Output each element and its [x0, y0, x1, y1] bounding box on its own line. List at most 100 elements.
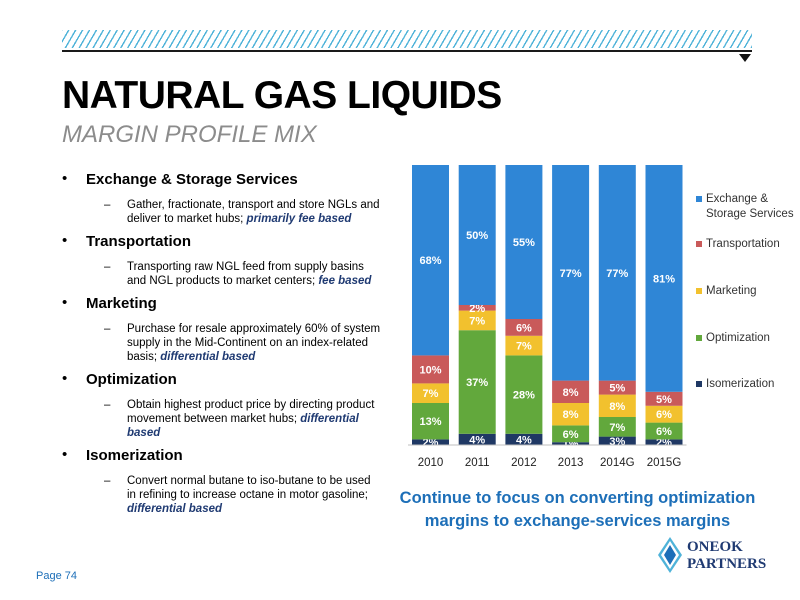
legend-swatch [696, 381, 702, 387]
bullet-description: Convert normal butane to iso-butane to b… [127, 475, 371, 501]
bullet-heading: Marketing [86, 295, 157, 312]
data-label: 7% [423, 388, 439, 400]
legend-label: Exchange & [706, 193, 768, 205]
bullet-heading: Transportation [86, 233, 192, 250]
bar-segment [598, 380, 636, 395]
legend-label: Storage Services [706, 208, 794, 220]
data-label: 6% [656, 409, 672, 421]
bullet-basis: fee based [318, 275, 372, 287]
bar-segment [598, 394, 636, 417]
bar-segment [645, 439, 683, 445]
bar-segment [552, 425, 590, 443]
bullet-description: Gather, fractionate, transport and store… [127, 199, 380, 225]
data-label: 55% [513, 237, 535, 249]
data-label: 8% [609, 401, 625, 413]
x-tick-label: 2011 [465, 457, 490, 469]
legend-label: Marketing [706, 285, 757, 297]
bullet-subitem: – Convert normal butane to iso-butane to… [86, 474, 382, 516]
data-label: 50% [466, 230, 488, 242]
x-tick-label: 2012 [511, 457, 537, 469]
legend-swatch [696, 335, 702, 341]
data-label: 2% [423, 437, 439, 449]
data-label: 8% [563, 409, 579, 421]
bar-segment [458, 305, 496, 311]
triangle-down-icon [739, 54, 751, 62]
bar-segment [598, 436, 636, 445]
data-label: 77% [606, 268, 628, 280]
bullet-subitem: – Transporting raw NGL feed from supply … [86, 260, 382, 288]
header-hatch-band [62, 30, 752, 48]
data-label: 81% [653, 273, 675, 285]
data-label: 5% [656, 394, 672, 406]
page-number: Page 74 [36, 570, 77, 582]
bar-segment [458, 165, 496, 305]
page-subtitle: MARGIN PROFILE MIX [62, 121, 317, 148]
bar-segment [552, 403, 590, 426]
bar-segment [412, 383, 449, 403]
legend-swatch [696, 241, 702, 247]
dash-icon: – [104, 323, 111, 335]
data-label: 5% [609, 383, 625, 395]
data-label: 6% [516, 322, 532, 334]
bar-segment [458, 330, 496, 434]
bar-segment [505, 433, 543, 445]
data-label: 6% [563, 429, 579, 441]
bullet-heading: Isomerization [86, 447, 183, 464]
page-title: NATURAL GAS LIQUIDS [62, 74, 502, 117]
bullet-basis: differential based [127, 503, 223, 515]
bullet-item: • Exchange & Storage Services – Gather, … [62, 170, 382, 226]
data-label: 37% [466, 377, 488, 389]
bar-segment [645, 165, 683, 392]
bullet-dot-icon: • [62, 170, 68, 187]
dash-icon: – [104, 399, 111, 411]
bar-segment [458, 310, 496, 331]
data-label: 2% [656, 437, 672, 449]
bar-segment [412, 165, 449, 356]
bullet-subitem: – Gather, fractionate, transport and sto… [86, 198, 382, 226]
bullet-dot-icon: • [62, 232, 68, 249]
bar-segment [458, 433, 496, 445]
x-tick-label: 2014G [600, 457, 635, 469]
bullet-subitem: – Obtain highest product price by direct… [86, 398, 382, 440]
bullet-dot-icon: • [62, 446, 68, 463]
data-label: 4% [516, 434, 532, 446]
bar-segment [645, 405, 683, 423]
data-label: 13% [419, 416, 441, 428]
bar-segment [552, 380, 590, 403]
bar-segment [505, 165, 543, 319]
bullet-item: • Optimization – Obtain highest product … [62, 370, 382, 440]
callout-text: Continue to focus on converting optimiza… [399, 489, 756, 530]
bullet-basis: primarily fee based [246, 213, 352, 225]
margin-mix-chart: 2%13%7%10%68%20104%37%7%2%50%20114%28%7%… [408, 165, 794, 469]
bar-segment [552, 165, 590, 381]
bullet-description: Obtain highest product price by directin… [127, 399, 375, 425]
data-label: 7% [516, 341, 532, 353]
legend-swatch [696, 288, 702, 294]
data-label: 8% [563, 387, 579, 399]
bar-segment [598, 165, 636, 381]
bullet-basis: differential based [127, 413, 359, 439]
bullet-list: • Exchange & Storage Services – Gather, … [62, 170, 382, 522]
bar-segment [598, 417, 636, 437]
data-label: 6% [656, 426, 672, 438]
logo-line-2: PARTNERS [687, 556, 767, 572]
data-label: 3% [609, 436, 625, 448]
bullet-subitem: – Purchase for resale approximately 60% … [86, 322, 382, 364]
data-label: 7% [469, 315, 485, 327]
header-rule [62, 50, 752, 52]
bar-segment [505, 319, 543, 336]
bullet-dot-icon: • [62, 294, 68, 311]
logo-line-1: ONEOK [687, 539, 743, 555]
legend-label: Transportation [706, 238, 780, 250]
x-tick-label: 2015G [647, 457, 682, 469]
bar-segment [505, 335, 543, 356]
bullet-item: • Isomerization – Convert normal butane … [62, 446, 382, 516]
legend-swatch [696, 196, 702, 202]
bar-segment [645, 422, 683, 440]
data-label: 28% [513, 390, 535, 402]
bullet-basis: differential based [160, 351, 256, 363]
dash-icon: – [104, 475, 111, 487]
data-label: 2% [469, 303, 485, 315]
bullet-description: Purchase for resale approximately 60% of… [127, 323, 381, 363]
bullet-item: • Transportation – Transporting raw NGL … [62, 232, 382, 288]
